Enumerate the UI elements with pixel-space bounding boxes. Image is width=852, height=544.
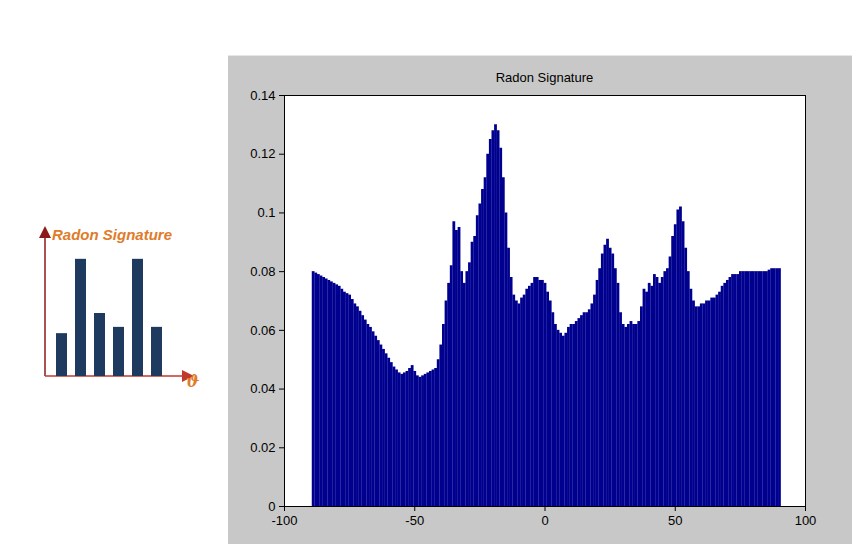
svg-text:-50: -50 <box>405 513 424 528</box>
svg-text:0: 0 <box>268 499 275 514</box>
svg-text:0.06: 0.06 <box>250 323 275 338</box>
svg-text:0.08: 0.08 <box>250 264 275 279</box>
html-text:ϑ: ϑ <box>186 372 200 391</box>
svg-text:0.02: 0.02 <box>250 440 275 455</box>
svg-text:100: 100 <box>795 513 817 528</box>
svg-text:0.04: 0.04 <box>250 381 275 396</box>
html-text:Radon Signature: Radon Signature <box>52 226 172 243</box>
html-text:Radon Signature: Radon Signature <box>495 70 594 85</box>
svg-text:-100: -100 <box>271 513 297 528</box>
svg-text:0.12: 0.12 <box>250 146 275 161</box>
svg-text:0.14: 0.14 <box>250 89 275 103</box>
svg-text:50: 50 <box>668 513 682 528</box>
svg-text:0.1: 0.1 <box>257 205 275 220</box>
svg-text:0: 0 <box>541 513 548 528</box>
